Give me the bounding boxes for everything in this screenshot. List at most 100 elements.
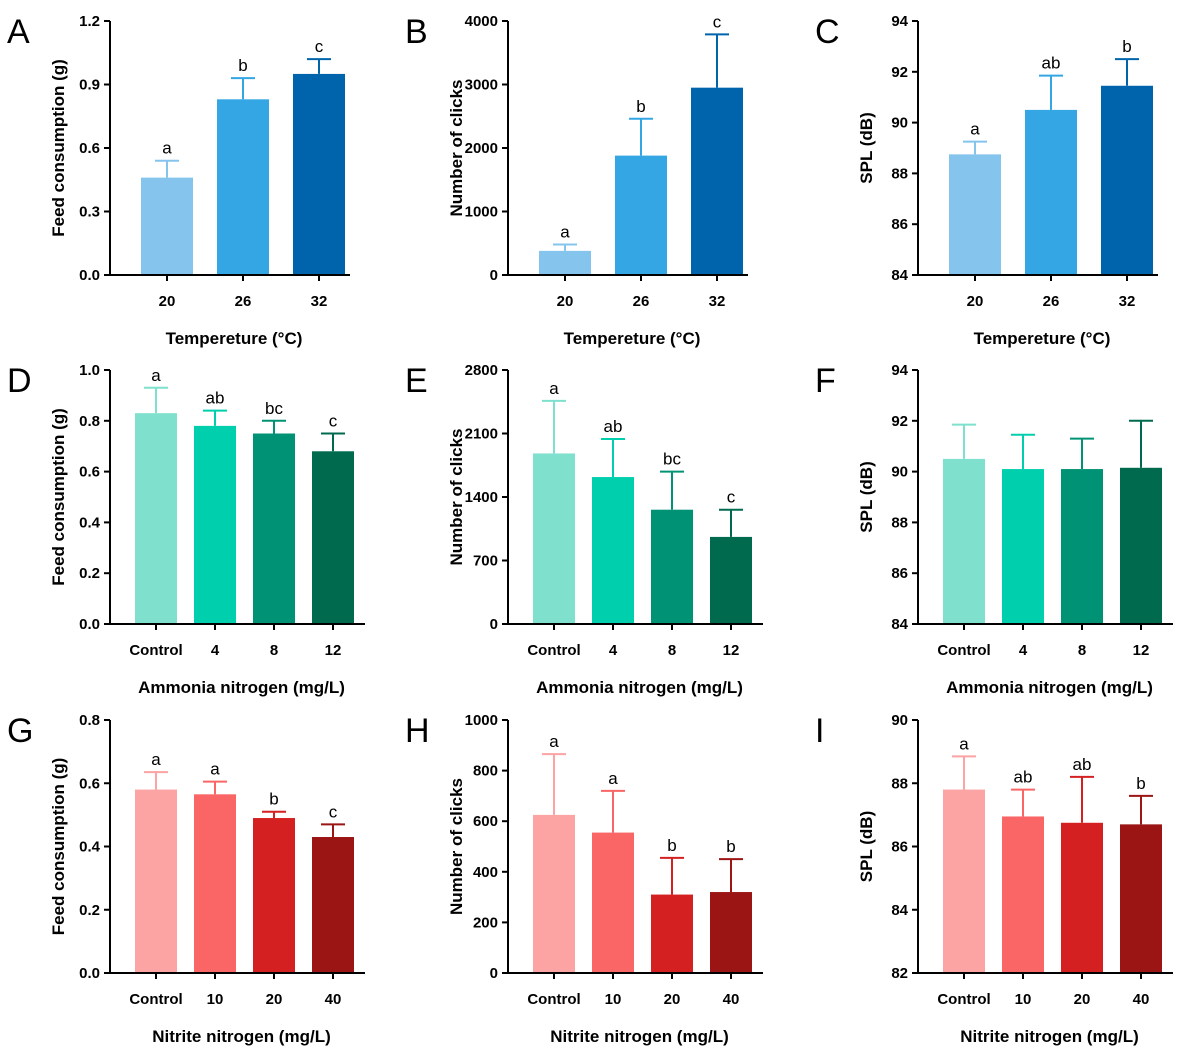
panel-label: F bbox=[815, 362, 836, 400]
panel-label: I bbox=[815, 712, 824, 750]
x-tick-label: 20 bbox=[664, 991, 681, 1008]
panel-g: Ga Control a 10 b 20 c 40 0.0 0.2 0.4 0.6 0.8 Feed co… bbox=[7, 712, 365, 1046]
x-tick-label: 12 bbox=[325, 642, 342, 659]
significance-letter: c bbox=[713, 12, 722, 31]
bar-g-2 bbox=[194, 794, 236, 973]
significance-letter: a bbox=[959, 734, 969, 753]
significance-letter: b bbox=[1136, 774, 1145, 793]
y-tick-label: 1.0 bbox=[79, 362, 100, 379]
significance-letter: b bbox=[667, 836, 676, 855]
significance-letter: ab bbox=[604, 417, 623, 436]
y-tick-label: 84 bbox=[891, 902, 908, 919]
y-tick-label: 0 bbox=[490, 965, 498, 982]
bar-e-4 bbox=[710, 536, 752, 624]
y-axis-label: SPL (dB) bbox=[857, 112, 876, 183]
y-axis-label: Feed consumption (g) bbox=[49, 758, 68, 936]
significance-letter: ab bbox=[1042, 54, 1061, 73]
panel-b: Ba 20 b 26 c 32 0 1000 2000 3000 4000 Number of cli… bbox=[405, 12, 748, 348]
y-tick-label: 84 bbox=[891, 616, 908, 633]
y-tick-label: 86 bbox=[891, 839, 908, 856]
y-tick-label: 700 bbox=[473, 553, 498, 570]
y-tick-label: 0.6 bbox=[79, 140, 100, 157]
y-tick-label: 90 bbox=[891, 464, 908, 481]
bar-g-1 bbox=[135, 789, 177, 973]
y-axis-label: Feed consumption (g) bbox=[49, 408, 68, 586]
y-tick-label: 86 bbox=[891, 565, 908, 582]
x-axis-label: Ammonia nitrogen (mg/L) bbox=[946, 678, 1153, 697]
x-tick-label: 20 bbox=[159, 293, 176, 310]
x-axis-label: Nitrite nitrogen (mg/L) bbox=[152, 1027, 330, 1046]
panel-label: G bbox=[7, 712, 33, 750]
significance-letter: a bbox=[549, 732, 559, 751]
panel-c: Ca 20 ab 26 b 32 84 86 88 90 92 94 SPL (dB) Temperetu… bbox=[815, 13, 1158, 348]
x-tick-label: 32 bbox=[311, 293, 328, 310]
x-tick-label: Control bbox=[129, 642, 182, 659]
bar-e-2 bbox=[592, 477, 634, 624]
significance-letter: bc bbox=[265, 399, 283, 418]
x-tick-label: 40 bbox=[723, 991, 740, 1008]
significance-letter: a bbox=[210, 760, 220, 779]
y-tick-label: 0.4 bbox=[79, 514, 101, 531]
y-tick-label: 88 bbox=[891, 165, 908, 182]
y-axis-label: SPL (dB) bbox=[857, 461, 876, 532]
significance-letter: b bbox=[269, 790, 278, 809]
y-tick-label: 0.8 bbox=[79, 712, 100, 729]
y-tick-label: 200 bbox=[473, 914, 498, 931]
x-tick-label: Control bbox=[937, 642, 990, 659]
y-tick-label: 800 bbox=[473, 763, 498, 780]
y-tick-label: 0 bbox=[490, 267, 498, 284]
x-tick-label: 4 bbox=[1019, 642, 1028, 659]
y-tick-label: 84 bbox=[891, 267, 908, 284]
x-tick-label: Control bbox=[129, 991, 182, 1008]
y-axis-label: Feed consumption (g) bbox=[49, 59, 68, 237]
bar-f-4 bbox=[1120, 467, 1162, 624]
x-tick-label: 10 bbox=[1015, 991, 1032, 1008]
y-tick-label: 0.9 bbox=[79, 77, 100, 94]
x-tick-label: Control bbox=[527, 642, 580, 659]
y-tick-label: 1.2 bbox=[79, 13, 100, 30]
y-tick-label: 88 bbox=[891, 775, 908, 792]
panel-a: Aa 20 b 26 c 32 0.0 0.3 0.6 0.9 1.2 Feed consumptio… bbox=[7, 13, 350, 348]
bar-a-2 bbox=[217, 99, 269, 275]
bar-c-1 bbox=[949, 154, 1001, 275]
panel-label: E bbox=[405, 362, 428, 400]
bar-g-4 bbox=[312, 837, 354, 973]
x-axis-label: Tempereture (°C) bbox=[564, 329, 701, 348]
bar-h-1 bbox=[533, 814, 575, 973]
bar-c-2 bbox=[1025, 109, 1077, 276]
significance-letter: ab bbox=[1014, 768, 1033, 787]
y-tick-label: 2000 bbox=[465, 140, 498, 157]
y-tick-label: 94 bbox=[891, 362, 908, 379]
significance-letter: b bbox=[726, 837, 735, 856]
bar-b-3 bbox=[691, 87, 743, 275]
x-tick-label: Control bbox=[527, 991, 580, 1008]
significance-letter: a bbox=[549, 379, 559, 398]
x-axis-label: Nitrite nitrogen (mg/L) bbox=[550, 1027, 728, 1046]
y-tick-label: 1400 bbox=[465, 489, 498, 506]
x-tick-label: 32 bbox=[1119, 293, 1136, 310]
y-tick-label: 82 bbox=[891, 965, 908, 982]
y-tick-label: 94 bbox=[891, 13, 908, 30]
y-tick-label: 92 bbox=[891, 64, 908, 81]
y-tick-label: 0 bbox=[490, 616, 498, 633]
y-tick-label: 400 bbox=[473, 864, 498, 881]
bar-h-2 bbox=[592, 832, 634, 973]
bar-e-3 bbox=[651, 509, 693, 624]
y-tick-label: 0.0 bbox=[79, 616, 100, 633]
significance-letter: a bbox=[151, 750, 161, 769]
significance-letter: ab bbox=[1073, 755, 1092, 774]
bar-c-3 bbox=[1101, 85, 1153, 276]
y-tick-label: 90 bbox=[891, 712, 908, 729]
x-tick-label: 8 bbox=[1078, 642, 1086, 659]
bar-f-1 bbox=[943, 458, 985, 624]
y-tick-label: 3000 bbox=[465, 77, 498, 94]
significance-letter: c bbox=[329, 412, 338, 431]
y-tick-label: 2100 bbox=[465, 426, 498, 443]
x-tick-label: 26 bbox=[235, 293, 252, 310]
y-tick-label: 0.4 bbox=[79, 839, 101, 856]
bar-h-3 bbox=[651, 894, 693, 973]
x-axis-label: Nitrite nitrogen (mg/L) bbox=[960, 1027, 1138, 1046]
significance-letter: c bbox=[727, 488, 736, 507]
